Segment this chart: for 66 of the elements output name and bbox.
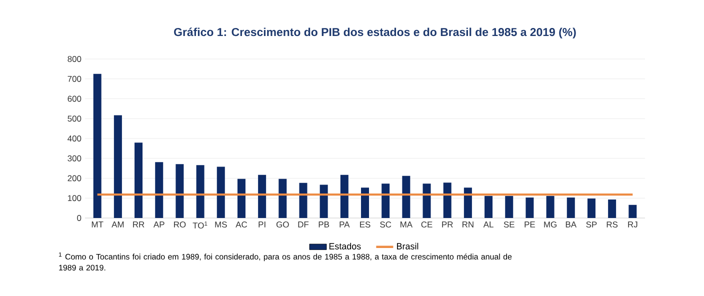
y-tick-label: 500 [68,116,82,122]
bar [320,184,328,218]
bar [505,196,514,218]
x-tick-label: AL [483,222,494,228]
legend-label: Estados [329,242,361,250]
bar [443,182,452,218]
x-tick-label: PR [442,222,453,228]
x-tick-label: SE [504,222,514,228]
x-tick-label: PE [524,222,535,228]
x-tick-label: RN [462,222,474,228]
x-tick-label: GO [276,222,289,228]
x-tick-label: PB [318,222,330,228]
bar [93,74,102,218]
x-tick-label: RO [174,222,186,228]
y-tick-label: 700 [68,76,82,82]
bar [155,162,164,218]
y-tick-label: 0 [77,215,82,221]
bar [526,198,534,218]
bar [299,182,308,218]
y-tick-label: 200 [68,175,82,182]
bar [278,178,287,218]
legend-label: Brasil [397,242,418,250]
x-tick-label: BA [566,222,577,228]
bar [237,178,246,218]
bar [361,188,370,218]
bar [196,165,204,218]
bar [587,198,596,218]
x-tick-label: SP [586,222,597,228]
bar [608,200,616,218]
x-tick-label: MA [400,222,413,228]
y-tick-label: 300 [68,155,82,162]
x-tick-label: CE [421,222,432,228]
x-tick-label: MG [544,222,556,228]
bar [176,164,184,218]
bar [382,184,390,218]
bar [402,176,410,218]
x-tick-label: AM [112,222,124,228]
x-tick-label: MT [92,222,104,228]
x-tick-label: SC [380,222,392,228]
y-tick-label: 400 [68,136,82,142]
x-tick-label: RS [606,222,618,228]
bar [114,115,122,218]
bar [134,142,143,218]
x-tick-label: RR [133,222,144,228]
x-tick-label: DF [298,222,309,228]
bar [546,196,554,218]
x-tick-label: AP [153,222,164,228]
y-tick-label: 800 [68,56,82,62]
bar [628,204,637,218]
bar [422,184,431,218]
chart-title: Gráfico 1: Crescimento do PIB dos estados e do Brasil de 1985 a 2019 (%) [174,28,576,38]
bar [566,198,575,218]
y-tick-label: 600 [68,96,82,102]
bar [484,196,493,218]
bar [258,174,266,218]
x-tick-label: MS [215,222,227,228]
bar [464,188,472,218]
bar [216,166,225,218]
x-tick-label: TO$^{1}$ [192,222,208,228]
x-tick-label: AC [236,222,248,228]
x-tick-label: RJ [628,222,638,228]
x-tick-label: ES [360,222,370,228]
y-tick-label: 100 [68,195,82,202]
x-tick-label: PI [258,222,266,228]
bar [340,174,348,218]
x-tick-label: PA [340,222,350,228]
